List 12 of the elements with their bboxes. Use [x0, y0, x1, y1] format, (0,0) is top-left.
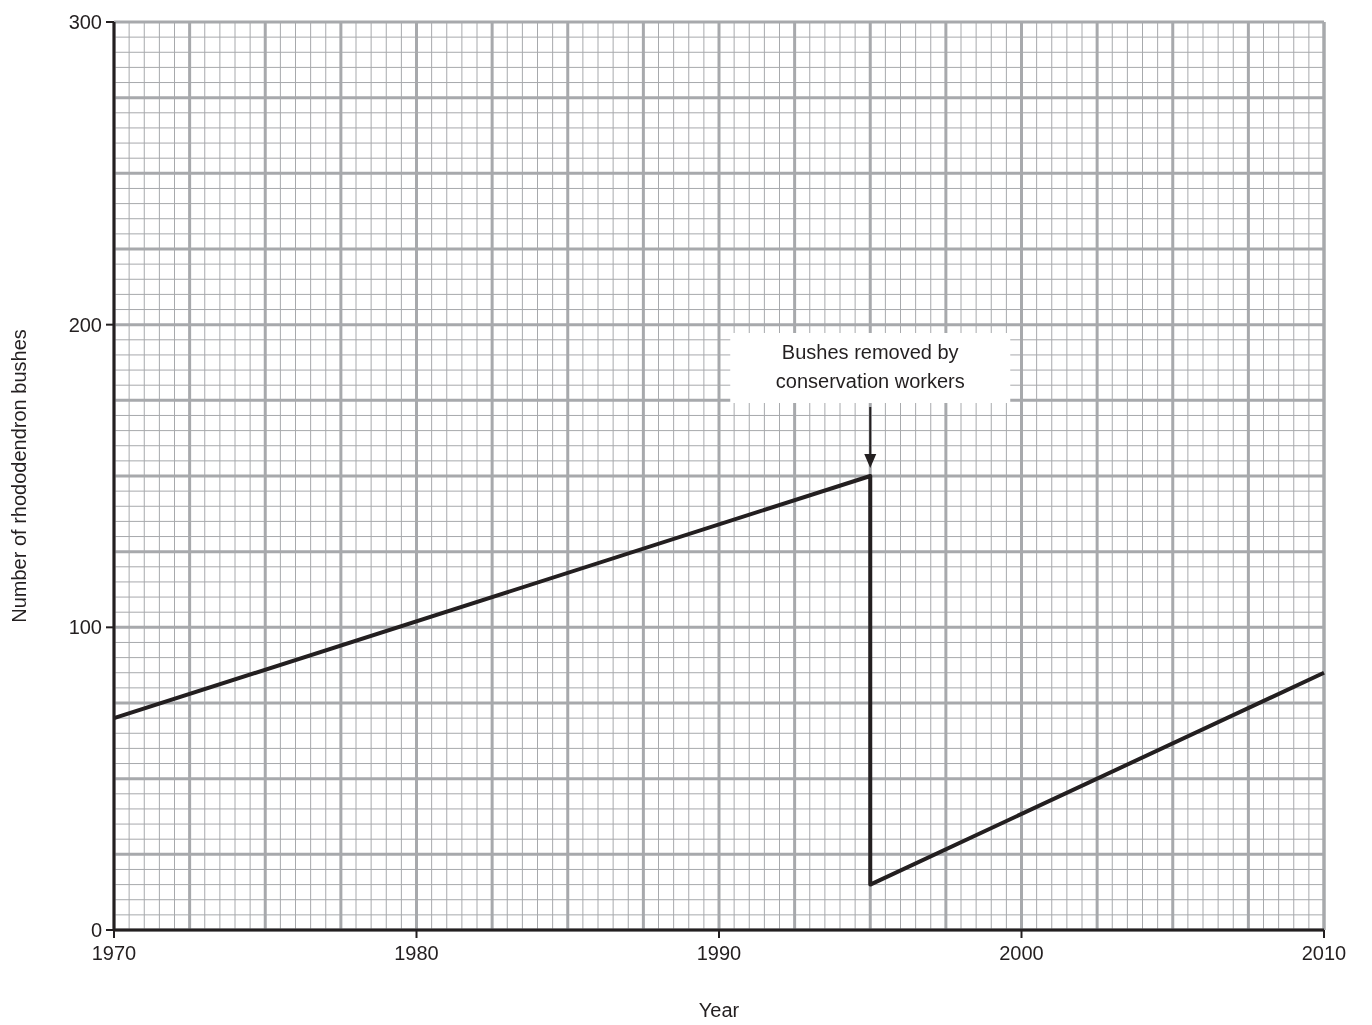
x-tick-label: 1980	[394, 942, 439, 964]
y-tick-label: 200	[68, 313, 102, 336]
x-axis-title: Year	[698, 999, 740, 1021]
x-tick-label: 2010	[1301, 942, 1347, 964]
x-tick-label: 2000	[999, 942, 1044, 964]
y-axis-title: Number of rhododendron bushes	[8, 329, 30, 623]
x-tick-label: 1970	[91, 942, 137, 964]
x-tick-label: 1990	[696, 942, 742, 964]
annotation: Bushes removed by conservation workers	[775, 341, 965, 392]
y-tick-label: 0	[90, 919, 102, 941]
y-tick-label: 300	[68, 11, 102, 33]
y-tick-label: 100	[68, 616, 102, 639]
